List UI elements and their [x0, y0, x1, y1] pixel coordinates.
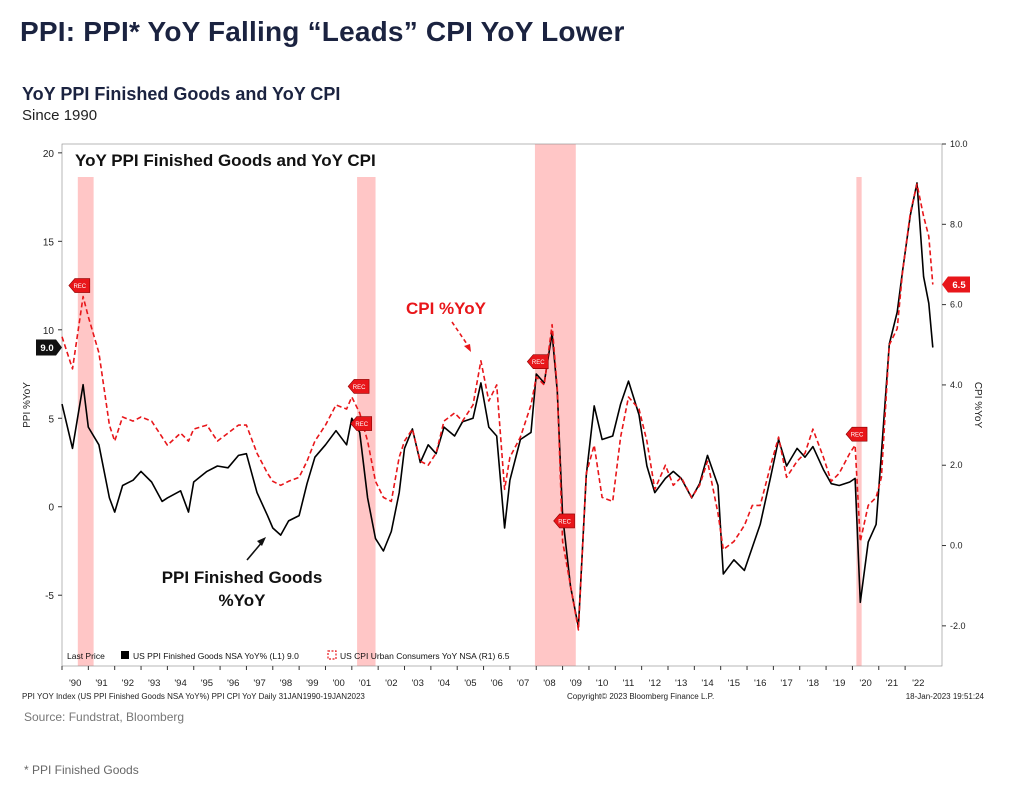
- legend-ppi-label: US PPI Finished Goods NSA YoY% (L1) 9.0: [133, 651, 299, 661]
- x-tick-label: '97: [253, 678, 265, 689]
- right-tick-label: 4.0: [950, 380, 963, 390]
- x-tick-label: '16: [754, 678, 766, 689]
- x-tick-label: '00: [332, 678, 344, 689]
- rec-marker-label: REC: [73, 284, 86, 290]
- right-tick-label: -2.0: [950, 621, 966, 631]
- legend-ppi-swatch: [121, 651, 129, 659]
- left-tick-label: 15: [43, 237, 55, 248]
- footer-center: Copyright© 2023 Bloomberg Finance L.P.: [567, 692, 714, 701]
- x-tick-label: '11: [623, 678, 635, 689]
- rec-marker: [347, 379, 370, 394]
- rec-marker-label: REC: [558, 519, 571, 525]
- annotation-ppi-line1: PPI Finished Goods: [162, 568, 323, 587]
- x-tick-label: '12: [649, 678, 661, 689]
- x-tick-label: '95: [201, 678, 213, 689]
- rec-marker-label: REC: [532, 360, 545, 366]
- annotation-cpi: CPI %YoY: [406, 299, 487, 318]
- right-tick-label: 2.0: [950, 460, 963, 470]
- left-tick-label: -5: [45, 591, 54, 602]
- x-tick-label: '07: [517, 678, 529, 689]
- footnote: * PPI Finished Goods: [24, 763, 139, 777]
- x-tick-label: '04: [438, 678, 450, 689]
- x-tick-label: '21: [886, 678, 898, 689]
- rec-marker: [526, 354, 549, 369]
- annotation-cpi-arrowhead: [464, 344, 471, 352]
- x-tick-label: '91: [95, 678, 107, 689]
- slide-title: PPI: PPI* YoY Falling “Leads” CPI YoY Lo…: [20, 16, 625, 47]
- footer-right: 18-Jan-2023 19:51:24: [906, 692, 985, 701]
- x-tick-label: '01: [359, 678, 371, 689]
- x-tick-label: '93: [148, 678, 160, 689]
- x-tick-label: '90: [69, 678, 81, 689]
- chart-inner-title: YoY PPI Finished Goods and YoY CPI: [75, 151, 376, 170]
- x-tick-label: '14: [701, 678, 713, 689]
- x-tick-label: '15: [728, 678, 740, 689]
- recession-band: [534, 144, 576, 666]
- chart-heading: YoY PPI Finished Goods and YoY CPI: [22, 84, 341, 104]
- rec-marker-label: REC: [355, 422, 368, 428]
- cpi-last-value: 6.5: [952, 280, 966, 291]
- x-tick-label: '05: [464, 678, 476, 689]
- footer-left: PPI YOY Index (US PPI Finished Goods NSA…: [22, 692, 365, 701]
- x-tick-label: '13: [675, 678, 687, 689]
- legend-cpi-swatch: [327, 650, 337, 660]
- right-tick-label: 8.0: [950, 219, 963, 229]
- rec-marker: [68, 278, 91, 293]
- x-tick-label: '03: [411, 678, 423, 689]
- x-tick-label: '22: [912, 678, 924, 689]
- series-ppi-line: [61, 182, 934, 628]
- x-tick-label: '19: [833, 678, 845, 689]
- x-tick-label: '96: [227, 678, 239, 689]
- left-tick-label: 5: [48, 414, 54, 425]
- ppi-last-value: 9.0: [40, 343, 53, 354]
- rec-marker: [350, 416, 373, 431]
- x-tick-label: '20: [859, 678, 871, 689]
- x-tick-label: '17: [780, 678, 792, 689]
- right-tick-label: 10.0: [950, 139, 968, 149]
- recession-band: [856, 177, 862, 666]
- rec-marker-label: REC: [851, 433, 864, 439]
- rec-marker: [553, 513, 575, 529]
- source-note: Source: Fundstrat, Bloomberg: [24, 710, 185, 724]
- legend-last-price: Last Price: [67, 651, 105, 661]
- rec-marker: [845, 426, 868, 442]
- rec-marker-label: REC: [353, 385, 366, 391]
- right-axis-label: CPI %YoY: [972, 382, 983, 429]
- x-tick-label: '10: [596, 678, 608, 689]
- x-tick-label: '06: [491, 678, 503, 689]
- right-tick-label: 6.0: [950, 300, 963, 310]
- plot-frame: [61, 143, 943, 667]
- x-tick-label: '98: [280, 678, 292, 689]
- left-tick-label: 10: [43, 326, 55, 337]
- left-tick-label: 20: [43, 149, 55, 160]
- annotation-ppi-arrowhead: [257, 537, 266, 546]
- x-tick-label: '99: [306, 678, 318, 689]
- right-tick-label: 0.0: [950, 541, 963, 551]
- recession-band: [77, 177, 94, 666]
- ppi-last-value-tag: [36, 339, 62, 356]
- series-cpi-line: [61, 183, 934, 631]
- left-tick-label: 0: [48, 503, 54, 514]
- legend-cpi-label: US CPI Urban Consumers YoY NSA (R1) 6.5: [340, 651, 510, 661]
- chart-subheading: Since 1990: [22, 107, 98, 124]
- x-tick-label: '18: [807, 678, 819, 689]
- x-tick-label: '08: [543, 678, 555, 689]
- x-tick-label: '94: [174, 678, 186, 689]
- x-tick-label: '09: [570, 678, 582, 689]
- x-tick-label: '92: [122, 678, 134, 689]
- annotation-ppi-line2: %YoY: [219, 591, 267, 610]
- left-axis-label: PPI %YoY: [22, 382, 33, 428]
- cpi-last-value-tag: [942, 276, 970, 293]
- x-tick-label: '02: [385, 678, 397, 689]
